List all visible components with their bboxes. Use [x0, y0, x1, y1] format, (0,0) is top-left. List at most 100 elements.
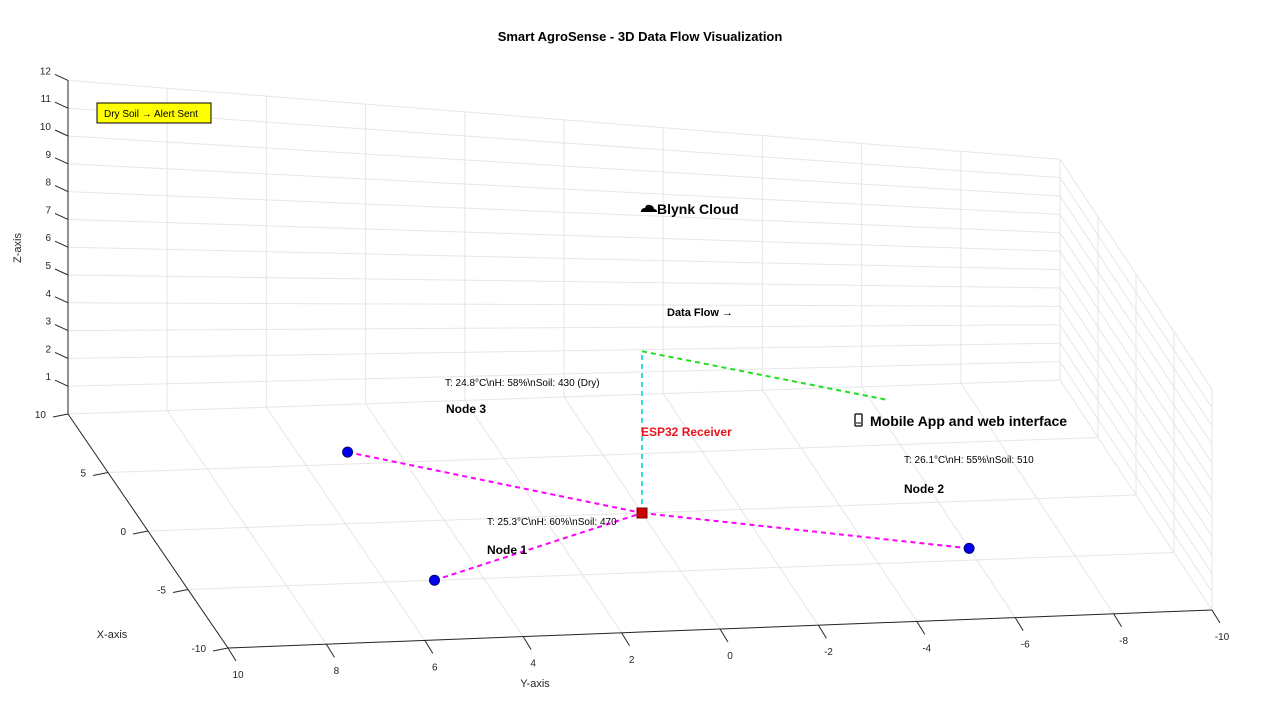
alert-text: Dry Soil → Alert Sent — [104, 109, 198, 120]
y-tick-label: 8 — [334, 666, 340, 677]
floor-gridline — [107, 437, 1099, 473]
z-tick-label: 7 — [45, 205, 51, 216]
back-wall-gridline — [67, 218, 1061, 252]
x-tick-label: -5 — [157, 586, 166, 597]
x-tick-mark — [172, 589, 189, 593]
y-tick-label: -2 — [824, 647, 833, 658]
z-tick-label: 5 — [45, 261, 51, 272]
sensor-node-point — [963, 542, 975, 554]
side-wall-gridline — [1059, 287, 1213, 519]
y-tick-label: 4 — [530, 659, 536, 670]
side-wall-gridline — [1059, 250, 1213, 482]
y-tick-label: -8 — [1119, 636, 1128, 647]
back-wall-gridline — [67, 342, 1061, 359]
back-wall-gridline — [67, 135, 1061, 197]
link-line — [641, 350, 890, 402]
back-wall-gridline — [67, 324, 1061, 332]
side-wall-gridline — [1059, 195, 1213, 427]
side-wall-gridline — [1059, 306, 1213, 537]
side-wall-gridline — [1059, 342, 1213, 574]
point-layer — [342, 446, 975, 586]
back-wall-gridline — [67, 274, 1061, 289]
side-wall-gridline — [1059, 324, 1213, 556]
z-tick-label: 11 — [41, 94, 52, 105]
back-wall-gridline — [67, 361, 1061, 387]
y-tick-label: 2 — [629, 655, 635, 666]
node-1-label: Node 1 — [487, 543, 527, 557]
back-wall-gridline — [67, 107, 1061, 179]
node-1-reading: T: 25.3°C\nH: 60%\nSoil: 470 — [487, 517, 617, 528]
z-tick-mark — [54, 73, 69, 81]
alert-box-background — [96, 102, 212, 124]
z-tick-mark — [54, 129, 69, 137]
x-tick-mark — [92, 472, 109, 476]
y-tick-mark — [522, 636, 532, 650]
cloud-icon — [641, 204, 657, 212]
node-3-label: Node 3 — [446, 402, 486, 416]
side-wall-gridline — [1059, 214, 1213, 445]
z-tick-label: 9 — [45, 150, 51, 161]
x-tick-mark — [52, 413, 69, 418]
x-tick-label: -10 — [192, 644, 207, 655]
alert-box: Dry Soil → Alert Sent — [96, 102, 212, 124]
back-wall-gridline — [67, 163, 1061, 215]
z-tick-label: 4 — [45, 289, 51, 300]
mobile-phone-icon — [854, 413, 863, 427]
y-tick-mark — [424, 640, 434, 654]
z-tick-mark — [54, 157, 69, 165]
y-tick-mark — [1113, 613, 1123, 628]
sensor-node-point — [429, 574, 440, 586]
z-tick-label: 6 — [45, 233, 51, 244]
z-tick-mark — [54, 240, 69, 248]
y-tick-label: -6 — [1021, 640, 1030, 651]
x-tick-label: 5 — [80, 469, 86, 480]
z-tick-label: 10 — [40, 122, 52, 133]
cloud-label: Blynk Cloud — [657, 201, 739, 217]
link-line — [641, 512, 970, 550]
x-axis-label: X-axis — [97, 629, 128, 641]
z-tick-mark — [54, 324, 69, 332]
app-label: Mobile App and web interface — [870, 413, 1067, 429]
y-tick-mark — [817, 624, 827, 639]
y-tick-label: 6 — [432, 662, 438, 673]
y-tick-mark — [325, 643, 335, 658]
y-tick-label: 0 — [727, 651, 733, 662]
link-line — [434, 512, 643, 582]
floor-gridline — [187, 552, 1175, 590]
side-wall-gridline — [1059, 158, 1213, 390]
x-tick-mark — [132, 530, 149, 535]
y-tick-mark — [916, 621, 926, 635]
z-tick-label: 1 — [45, 372, 51, 383]
z-tick-label: 8 — [45, 178, 51, 189]
side-wall-gridline — [1059, 177, 1213, 408]
y-tick-label: -4 — [922, 643, 931, 654]
node-3-reading: T: 24.8°C\nH: 58%\nSoil: 430 (Dry) — [445, 378, 600, 389]
data-flow-label: Data Flow → — [667, 307, 733, 319]
side-wall-gridline — [1059, 269, 1213, 500]
node-2-label: Node 2 — [904, 482, 944, 496]
x-tick-mark — [212, 647, 229, 652]
sensor-node-point — [342, 446, 354, 458]
y-tick-label: -10 — [1215, 632, 1230, 643]
back-wall-gridline — [67, 191, 1061, 234]
y-tick-mark — [1211, 609, 1221, 624]
z-axis-label: Z-axis — [12, 233, 24, 263]
back-wall-gridline — [67, 79, 1061, 160]
y-tick-mark — [1014, 617, 1024, 631]
z-tick-mark — [54, 268, 69, 276]
z-tick-mark — [54, 101, 69, 109]
chart-title: Smart AgroSense - 3D Data Flow Visualiza… — [498, 29, 783, 44]
x-tick-label: 0 — [120, 527, 126, 538]
receiver-point — [636, 507, 648, 519]
y-tick-mark — [227, 647, 237, 662]
y-tick-mark — [621, 632, 631, 647]
y-axis-label: Y-axis — [520, 678, 550, 690]
side-wall-gridline — [1059, 361, 1213, 592]
z-tick-mark — [54, 296, 69, 304]
back-wall-gridline — [67, 246, 1061, 271]
z-tick-label: 2 — [45, 344, 51, 355]
z-tick-mark — [54, 212, 69, 220]
